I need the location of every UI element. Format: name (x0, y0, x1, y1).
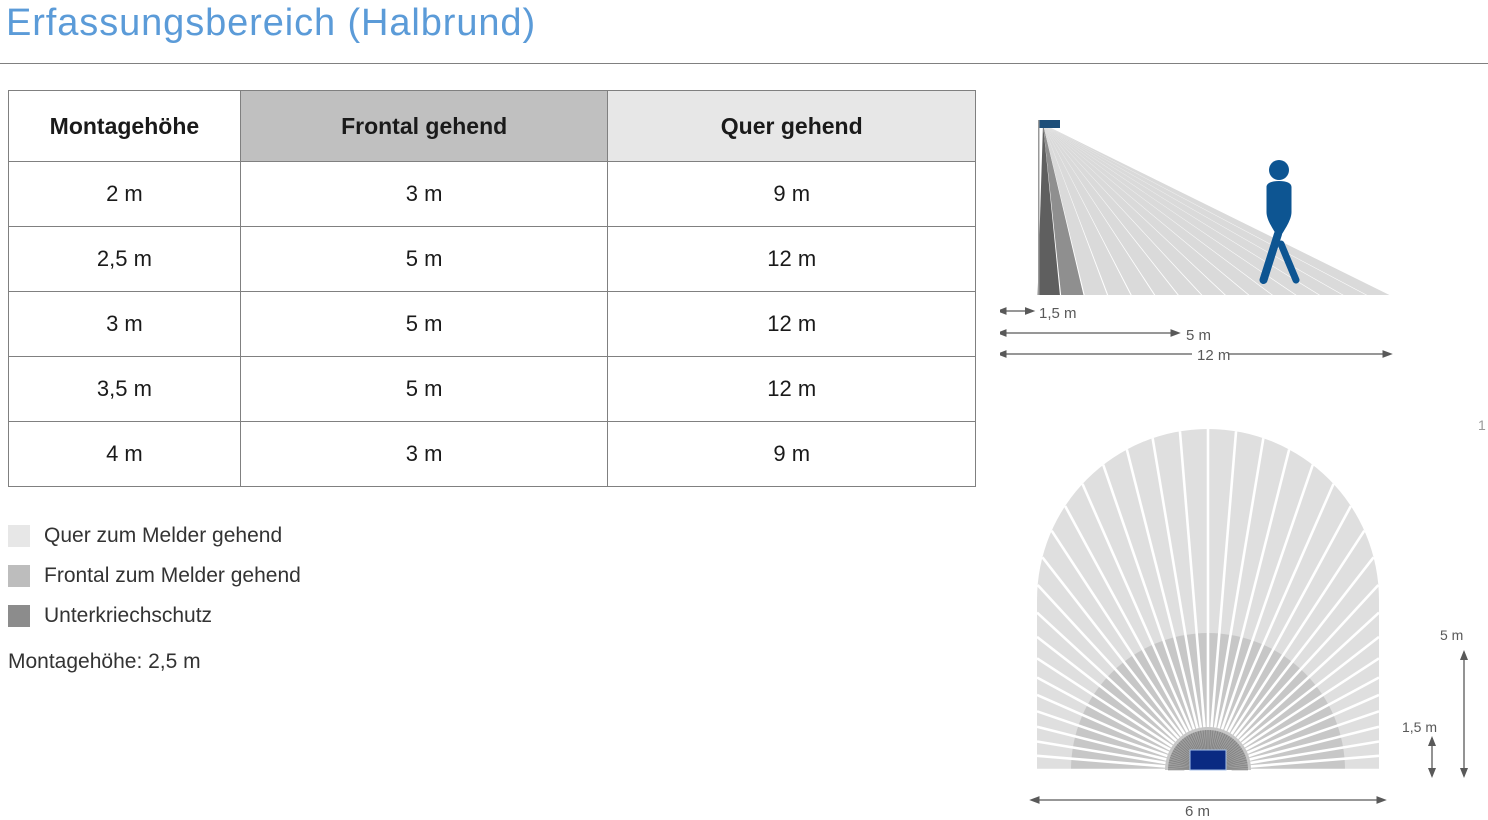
svg-text:1,5 m: 1,5 m (1402, 719, 1437, 735)
svg-text:12 m: 12 m (1197, 347, 1230, 364)
svg-text:5 m: 5 m (1186, 327, 1211, 344)
svg-text:6 m: 6 m (1185, 803, 1210, 820)
svg-text:5 m: 5 m (1440, 627, 1463, 643)
svg-text:1,5 m: 1,5 m (1039, 305, 1077, 322)
